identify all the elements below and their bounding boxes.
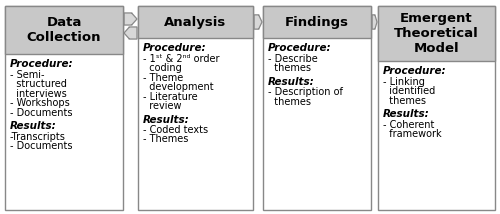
Text: - Themes: - Themes [143,135,188,144]
Bar [5,6,123,54]
Text: Results:: Results: [10,121,57,131]
Text: themes: themes [383,95,426,106]
Text: - Describe: - Describe [268,54,318,64]
Text: - Linking: - Linking [383,76,425,86]
Text: Results:: Results: [143,114,190,125]
Bar [138,6,253,38]
Text: Analysis: Analysis [164,15,226,28]
Text: - Documents: - Documents [10,107,72,117]
Bar [263,6,371,38]
Text: coding: coding [143,63,182,73]
Text: - Theme: - Theme [143,73,183,83]
Text: themes: themes [268,97,311,107]
Text: - 1ˢᵗ & 2ⁿᵈ order: - 1ˢᵗ & 2ⁿᵈ order [143,54,220,64]
Bar [138,6,253,210]
Bar [378,6,495,61]
Text: - Description of: - Description of [268,87,343,97]
Text: development: development [143,82,214,92]
Text: - Workshops: - Workshops [10,98,70,108]
Polygon shape [372,15,377,29]
Text: - Coherent: - Coherent [383,119,434,129]
Polygon shape [124,13,137,25]
Text: review: review [143,101,182,111]
Text: Procedure:: Procedure: [143,43,206,53]
Text: Results:: Results: [268,76,315,86]
Text: themes: themes [268,63,311,73]
Text: Emergent
Theoretical
Model: Emergent Theoretical Model [394,12,479,55]
Polygon shape [124,27,137,39]
Bar [5,6,123,210]
Text: Results:: Results: [383,109,430,119]
Text: - Literature: - Literature [143,92,198,101]
Bar [378,6,495,210]
Bar [263,6,371,210]
Text: interviews: interviews [10,89,67,98]
Polygon shape [254,15,262,29]
Text: Procedure:: Procedure: [10,59,74,69]
Text: - Coded texts: - Coded texts [143,125,208,135]
Text: - Semi-: - Semi- [10,70,44,79]
Text: Procedure:: Procedure: [268,43,332,53]
Text: framework: framework [383,129,442,139]
Text: -Transcripts: -Transcripts [10,131,66,141]
Text: Procedure:: Procedure: [383,66,446,76]
Text: - Documents: - Documents [10,141,72,151]
Text: structured: structured [10,79,67,89]
Text: Findings: Findings [285,15,349,28]
Text: identified: identified [383,86,435,96]
Text: Data
Collection: Data Collection [27,16,101,44]
